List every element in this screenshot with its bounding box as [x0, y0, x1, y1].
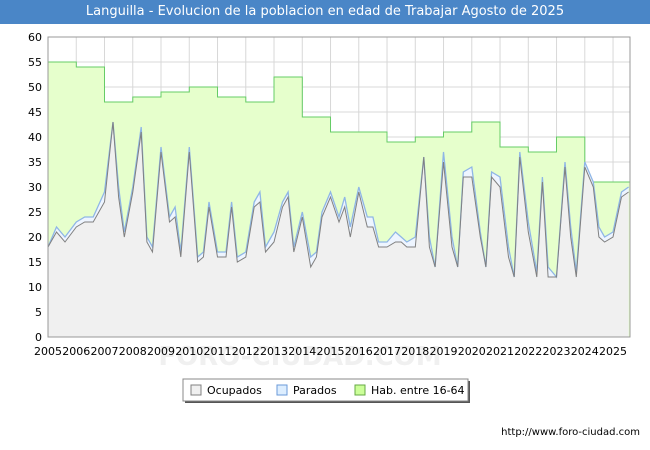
y-tick-label: 5	[35, 306, 42, 319]
x-tick-label: 2014	[288, 345, 316, 358]
x-tick-label: 2024	[571, 345, 599, 358]
x-tick-label: 2005	[34, 345, 62, 358]
y-tick-label: 40	[28, 131, 42, 144]
x-tick-label: 2025	[599, 345, 627, 358]
x-tick-label: 2017	[373, 345, 401, 358]
y-tick-label: 35	[28, 156, 42, 169]
y-tick-label: 45	[28, 106, 42, 119]
chart-title: Languilla - Evolucion de la poblacion en…	[0, 0, 650, 24]
watermark-text: FORO-CIUDAD.COM	[158, 342, 441, 372]
legend-label-2: Hab. entre 16-64	[371, 384, 465, 397]
y-tick-label: 0	[35, 331, 42, 344]
x-tick-label: 2018	[401, 345, 429, 358]
x-tick-label: 2006	[62, 345, 90, 358]
x-tick-label: 2008	[119, 345, 147, 358]
x-tick-label: 2013	[260, 345, 288, 358]
series-ocupados-line	[47, 121, 629, 278]
legend-swatch-2	[354, 384, 366, 396]
y-tick-label: 20	[28, 231, 42, 244]
y-tick-label: 50	[28, 81, 42, 94]
y-tick-label: 15	[28, 256, 42, 269]
x-tick-label: 2019	[430, 345, 458, 358]
x-tick-label: 2007	[91, 345, 119, 358]
series-ocupados-area	[48, 122, 629, 337]
x-tick-label: 2020	[458, 345, 486, 358]
legend-box	[182, 378, 469, 402]
x-tick-label: 2022	[514, 345, 542, 358]
x-tick-label: 2021	[486, 345, 514, 358]
y-tick-label: 25	[28, 206, 42, 219]
legend-label-1: Parados	[293, 384, 337, 397]
legend-label-0: Ocupados	[207, 384, 262, 397]
y-tick-label: 30	[28, 181, 42, 194]
x-tick-label: 2009	[147, 345, 175, 358]
series-hab-line	[48, 61, 630, 183]
x-tick-label: 2016	[345, 345, 373, 358]
footer-url[interactable]: http://www.foro-ciudad.com	[501, 427, 640, 438]
x-tick-label: 2011	[204, 345, 232, 358]
x-tick-label: 2012	[232, 345, 260, 358]
y-tick-label: 10	[28, 281, 42, 294]
x-tick-label: 2010	[175, 345, 203, 358]
y-tick-label: 55	[28, 56, 42, 69]
x-tick-label: 2015	[317, 345, 345, 358]
legend-swatch-1	[276, 384, 288, 396]
plot-border	[47, 36, 631, 338]
legend-swatch-0	[190, 384, 202, 396]
x-tick-label: 2023	[543, 345, 571, 358]
y-tick-label: 60	[28, 31, 42, 44]
